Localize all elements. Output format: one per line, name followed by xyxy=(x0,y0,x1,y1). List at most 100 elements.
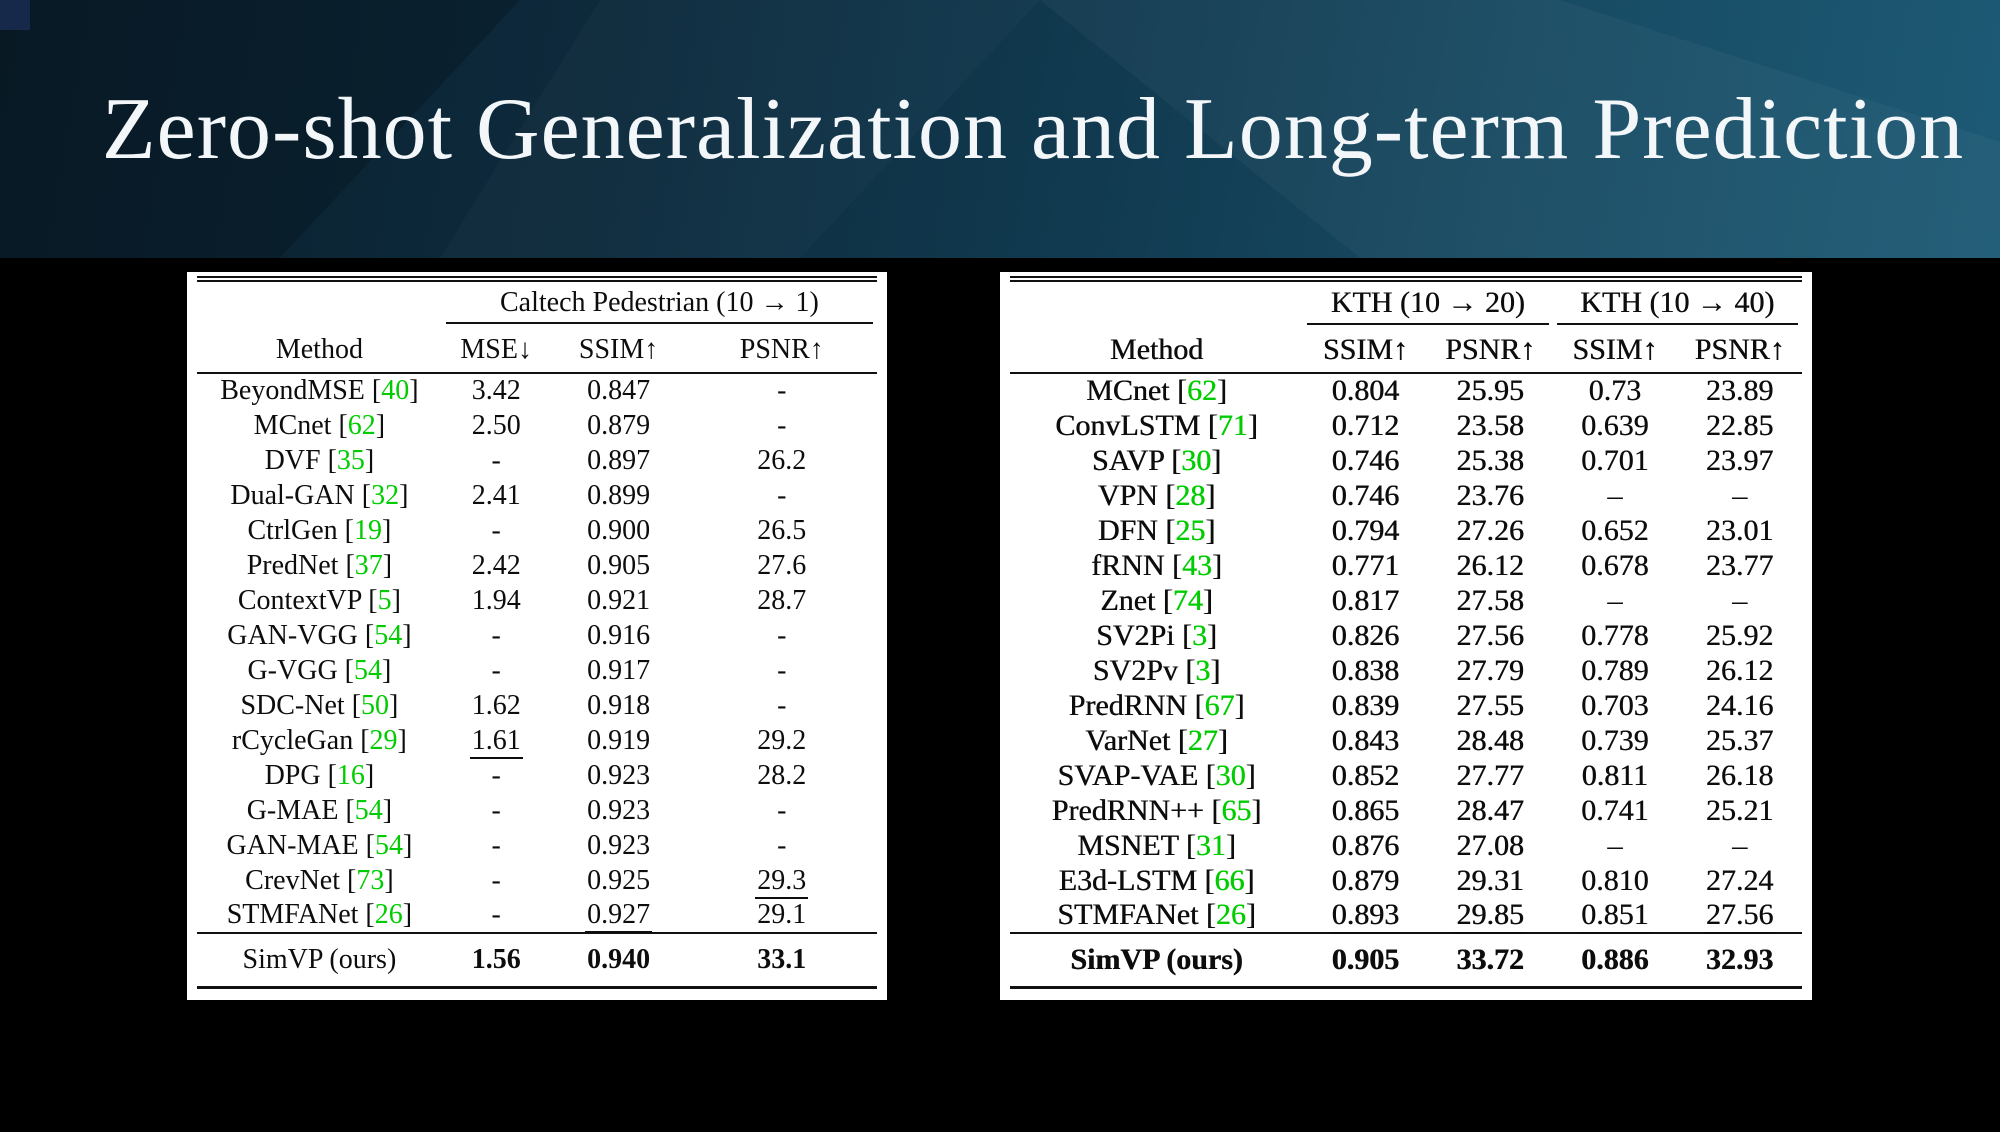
group-header-row: KTH (10 → 20) KTH (10 → 40) xyxy=(1010,279,1802,327)
value-cell: 0.73 xyxy=(1553,373,1678,408)
table-row: VarNet [27] 0.843 28.48 0.739 25.37 xyxy=(1010,723,1802,758)
value-cell: 0.923 xyxy=(551,758,687,793)
value-cell: 0.886 xyxy=(1553,933,1678,987)
method-cell: SV2Pv [3] xyxy=(1092,653,1221,687)
value-cell: 27.24 xyxy=(1677,863,1802,898)
column-header: SSIM↑ xyxy=(1552,327,1678,374)
metric-value: 0.639 xyxy=(1581,408,1649,442)
dataset-group-header: Caltech Pedestrian (10 → 1) xyxy=(442,279,877,327)
reference-number: 54 xyxy=(354,654,382,686)
value-cell: - xyxy=(442,793,551,828)
method-cell: G-MAE [54] xyxy=(246,794,393,826)
method-cell: SimVP (ours) xyxy=(1070,942,1243,976)
metric-value: 25.21 xyxy=(1705,793,1774,827)
dataset-group-header: KTH (10 → 40) xyxy=(1553,279,1803,327)
reference-number: 27 xyxy=(1187,723,1218,757)
metric-value: – xyxy=(1607,478,1623,512)
metric-value: 26.12 xyxy=(1456,548,1524,582)
metric-value: 0.865 xyxy=(1331,793,1400,827)
reference-number: 28 xyxy=(1175,478,1206,512)
table-row: G-VGG [54] - 0.917 - xyxy=(197,653,877,688)
value-cell: 27.08 xyxy=(1428,828,1553,863)
metric-value: 0.843 xyxy=(1331,723,1400,757)
metric-value: 0.905 xyxy=(1331,942,1400,976)
table-row: SimVP (ours) 0.905 33.72 0.886 32.93 xyxy=(1010,933,1802,987)
metric-value: 23.01 xyxy=(1705,513,1774,547)
metric-value: 0.746 xyxy=(1331,443,1400,477)
table-row: STMFANet [26] 0.893 29.85 0.851 27.56 xyxy=(1010,898,1802,934)
metric-value: 0.826 xyxy=(1331,618,1400,652)
metric-value: 0.746 xyxy=(1331,478,1400,512)
metric-value: 28.48 xyxy=(1456,723,1524,757)
method-cell: SV2Pi [3] xyxy=(1096,618,1217,652)
reference-number: 73 xyxy=(356,864,385,896)
column-header: MSE↓ xyxy=(441,327,551,374)
blank-header-cell xyxy=(197,279,442,327)
metric-value: 29.31 xyxy=(1456,863,1524,897)
method-cell: rCycleGan [29] xyxy=(231,724,407,756)
metric-value: 1.94 xyxy=(471,584,521,616)
table-row: GAN-VGG [54] - 0.916 - xyxy=(197,618,877,653)
reference-number: 67 xyxy=(1204,688,1235,722)
table-row: PredRNN++ [65] 0.865 28.47 0.741 25.21 xyxy=(1010,793,1802,828)
metric-value: 0.741 xyxy=(1581,793,1649,827)
table-row: DPG [16] - 0.923 28.2 xyxy=(197,758,877,793)
value-cell: 28.7 xyxy=(687,583,877,618)
table-row: G-MAE [54] - 0.923 - xyxy=(197,793,877,828)
value-cell: 0.905 xyxy=(1303,933,1428,987)
column-header: PSNR↑ xyxy=(1677,327,1802,374)
metric-value: 29.85 xyxy=(1454,898,1526,934)
value-cell: 0.839 xyxy=(1303,688,1428,723)
group-header-row: Caltech Pedestrian (10 → 1) xyxy=(197,279,877,327)
value-cell: 0.639 xyxy=(1553,408,1678,443)
value-cell: 23.77 xyxy=(1677,548,1802,583)
table-row: STMFANet [26] - 0.927 29.1 xyxy=(197,898,877,933)
reference-number: 3 xyxy=(1191,618,1207,652)
metric-value: 0.652 xyxy=(1581,513,1649,547)
value-cell: - xyxy=(687,408,877,443)
column-header: PSNR↑ xyxy=(686,327,877,374)
value-cell: 26.5 xyxy=(687,513,877,548)
column-header: SSIM↑ xyxy=(550,327,687,374)
method-cell: SDC-Net [50] xyxy=(240,689,399,721)
value-cell: 0.918 xyxy=(551,688,687,723)
metric-value: - xyxy=(491,444,501,476)
metric-value: 29.3 xyxy=(755,864,809,899)
metric-value: 28.7 xyxy=(757,584,807,616)
value-cell: 25.92 xyxy=(1677,618,1802,653)
metric-value: 27.55 xyxy=(1456,688,1524,722)
value-cell: 29.31 xyxy=(1428,863,1553,898)
metric-value: 27.56 xyxy=(1456,618,1524,652)
value-cell: - xyxy=(687,618,877,653)
value-cell: 0.919 xyxy=(551,723,687,758)
value-cell: 28.48 xyxy=(1428,723,1553,758)
ours-row-section: SimVP (ours) 0.905 33.72 0.886 32.93 xyxy=(1010,933,1802,987)
method-cell: GAN-VGG [54] xyxy=(227,619,412,651)
value-cell: 0.925 xyxy=(551,863,687,898)
metric-value: – xyxy=(1607,583,1623,617)
method-cell: MCnet [62] xyxy=(1086,374,1227,407)
metric-value: 23.77 xyxy=(1705,548,1774,582)
metric-value: 25.95 xyxy=(1456,374,1524,407)
value-cell: 0.897 xyxy=(551,443,687,478)
metric-value: 24.16 xyxy=(1705,688,1774,722)
value-cell: 25.37 xyxy=(1677,723,1802,758)
method-cell: G-VGG [54] xyxy=(247,654,392,686)
metric-value: 2.42 xyxy=(471,549,521,581)
metric-value: 29.1 xyxy=(757,899,807,930)
metric-value: 1.62 xyxy=(471,689,521,721)
dataset-group-label: KTH (10 → 20) xyxy=(1307,284,1549,325)
metric-value: 0.923 xyxy=(587,759,651,791)
column-header-row: Method SSIM↑ PSNR↑ SSIM↑ PSNR↑ xyxy=(1010,327,1802,374)
reference-number: 26 xyxy=(1215,898,1246,931)
reference-number: 65 xyxy=(1221,793,1252,827)
method-cell: E3d-LSTM [66] xyxy=(1058,863,1255,897)
value-cell: 27.79 xyxy=(1428,653,1553,688)
caltech-table-panel: Caltech Pedestrian (10 → 1) Method MSE↓ SSI… xyxy=(187,272,887,1000)
value-cell: 0.923 xyxy=(551,793,687,828)
value-cell: 29.1 xyxy=(687,898,877,933)
method-cell: PredRNN++ [65] xyxy=(1051,793,1262,827)
dataset-group-label: Caltech Pedestrian (10 → 1) xyxy=(445,285,873,324)
metric-value: 0.886 xyxy=(1581,942,1649,976)
